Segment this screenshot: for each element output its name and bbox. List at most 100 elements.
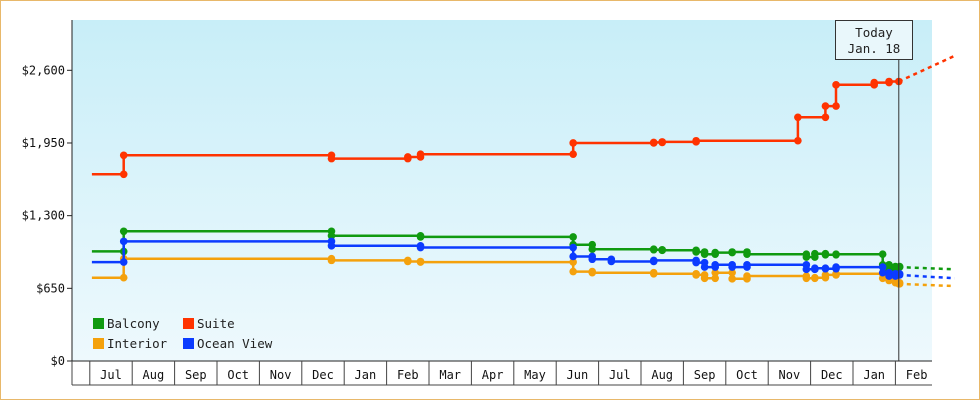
data-point-suite [569,150,577,158]
y-tick-label: $1,950 [22,136,65,150]
data-point-suite [821,113,830,122]
data-point-suite [119,170,128,179]
legend-label-suite: Suite [197,315,235,331]
data-point-ocean-view [878,268,887,277]
data-point-balcony [569,233,577,241]
y-axis: $0 $650 $1,300 $1,950 $2,600 [22,20,73,368]
data-point-suite [870,78,878,87]
data-point-interior [711,274,719,283]
x-tick-label: Dec [821,368,843,382]
suite-swatch [183,317,194,329]
legend-item-suite: Suite [183,316,235,331]
x-tick-label: May [524,368,546,382]
data-point-balcony [821,250,830,259]
data-point-balcony [700,250,709,259]
data-point-ocean-view [569,243,577,252]
series-ocean-view [91,237,955,280]
data-point-interior [711,268,719,277]
data-point-balcony [658,246,666,255]
data-point-suite [821,102,830,110]
data-point-balcony [711,248,719,257]
data-point-ocean-view [588,255,597,264]
data-point-suite [832,81,840,89]
data-point-interior [569,267,577,276]
data-point-balcony [649,245,658,254]
data-point-ocean-view [700,263,709,271]
data-point-balcony [692,248,700,256]
legend: Balcony Suite Interior Ocean View [93,313,272,353]
balcony-swatch [93,317,104,329]
data-point-ocean-view [119,258,128,266]
projection-line-balcony [898,265,955,271]
data-point-balcony [327,231,336,240]
x-tick-label: Mar [439,368,461,382]
data-point-ocean-view [728,263,736,271]
y-tick-label: $2,600 [22,63,65,77]
today-date: Jan. 18 [847,41,901,56]
x-tick-label: Nov [779,368,801,382]
x-tick-label: Jun [567,368,589,382]
series-layer [91,54,956,288]
data-point-interior [569,258,577,266]
data-point-ocean-view [821,264,830,273]
data-point-ocean-view [569,252,577,261]
legend-item-ocean-view: Ocean View [183,336,272,351]
series-suite [91,54,956,179]
data-point-suite [794,113,802,122]
data-point-interior [802,274,811,283]
projection-line-ocean-view [898,273,955,280]
data-point-ocean-view [119,237,128,246]
x-tick-label: Jan [863,368,885,382]
x-tick-label: Oct [227,368,249,382]
data-point-balcony [416,233,425,241]
data-point-suite [404,153,412,161]
x-tick-label: Feb [397,368,419,382]
data-point-suite [649,138,658,147]
data-point-interior [728,268,736,277]
data-point-interior [811,273,819,282]
data-point-interior [119,273,128,282]
data-point-suite [885,77,893,86]
data-point-ocean-view [711,261,719,269]
data-point-balcony [743,250,751,259]
data-point-ocean-view [692,258,700,267]
data-point-suite [832,102,840,110]
data-point-suite [569,139,577,147]
data-point-interior [743,272,751,280]
legend-label-ocean-view: Ocean View [197,335,273,351]
data-point-ocean-view [327,242,336,250]
legend-label-balcony: Balcony [107,315,160,331]
x-tick-label: Dec [312,368,334,382]
data-point-interior [416,258,425,266]
data-point-ocean-view [743,261,751,269]
today-label: Today [855,25,893,40]
x-tick-label: Feb [906,368,928,382]
data-point-ocean-view [649,256,658,265]
data-point-ocean-view [416,243,425,252]
data-point-suite [794,136,802,145]
ocean-view-swatch [183,337,194,349]
today-marker-label: Today Jan. 18 [835,20,913,60]
interior-swatch [93,337,104,349]
data-point-balcony [119,227,128,236]
data-point-interior [728,275,736,283]
x-tick-label: Aug [651,368,673,382]
x-tick-label: Jul [609,368,631,382]
data-point-suite [692,136,700,145]
legend-item-interior: Interior [93,336,183,351]
data-point-interior [588,268,597,277]
data-point-ocean-view [832,263,840,271]
x-tick-label: Oct [736,368,758,382]
data-point-interior [649,269,658,278]
data-point-ocean-view [802,265,811,274]
x-tick-label: Aug [143,368,165,382]
data-point-ocean-view [607,257,616,266]
y-tick-label: $0 [51,354,65,368]
data-point-balcony [588,245,597,253]
x-tick-label: Sep [694,368,716,382]
data-point-ocean-view [811,264,819,273]
projection-line-suite [898,54,956,83]
data-point-suite [416,150,425,158]
